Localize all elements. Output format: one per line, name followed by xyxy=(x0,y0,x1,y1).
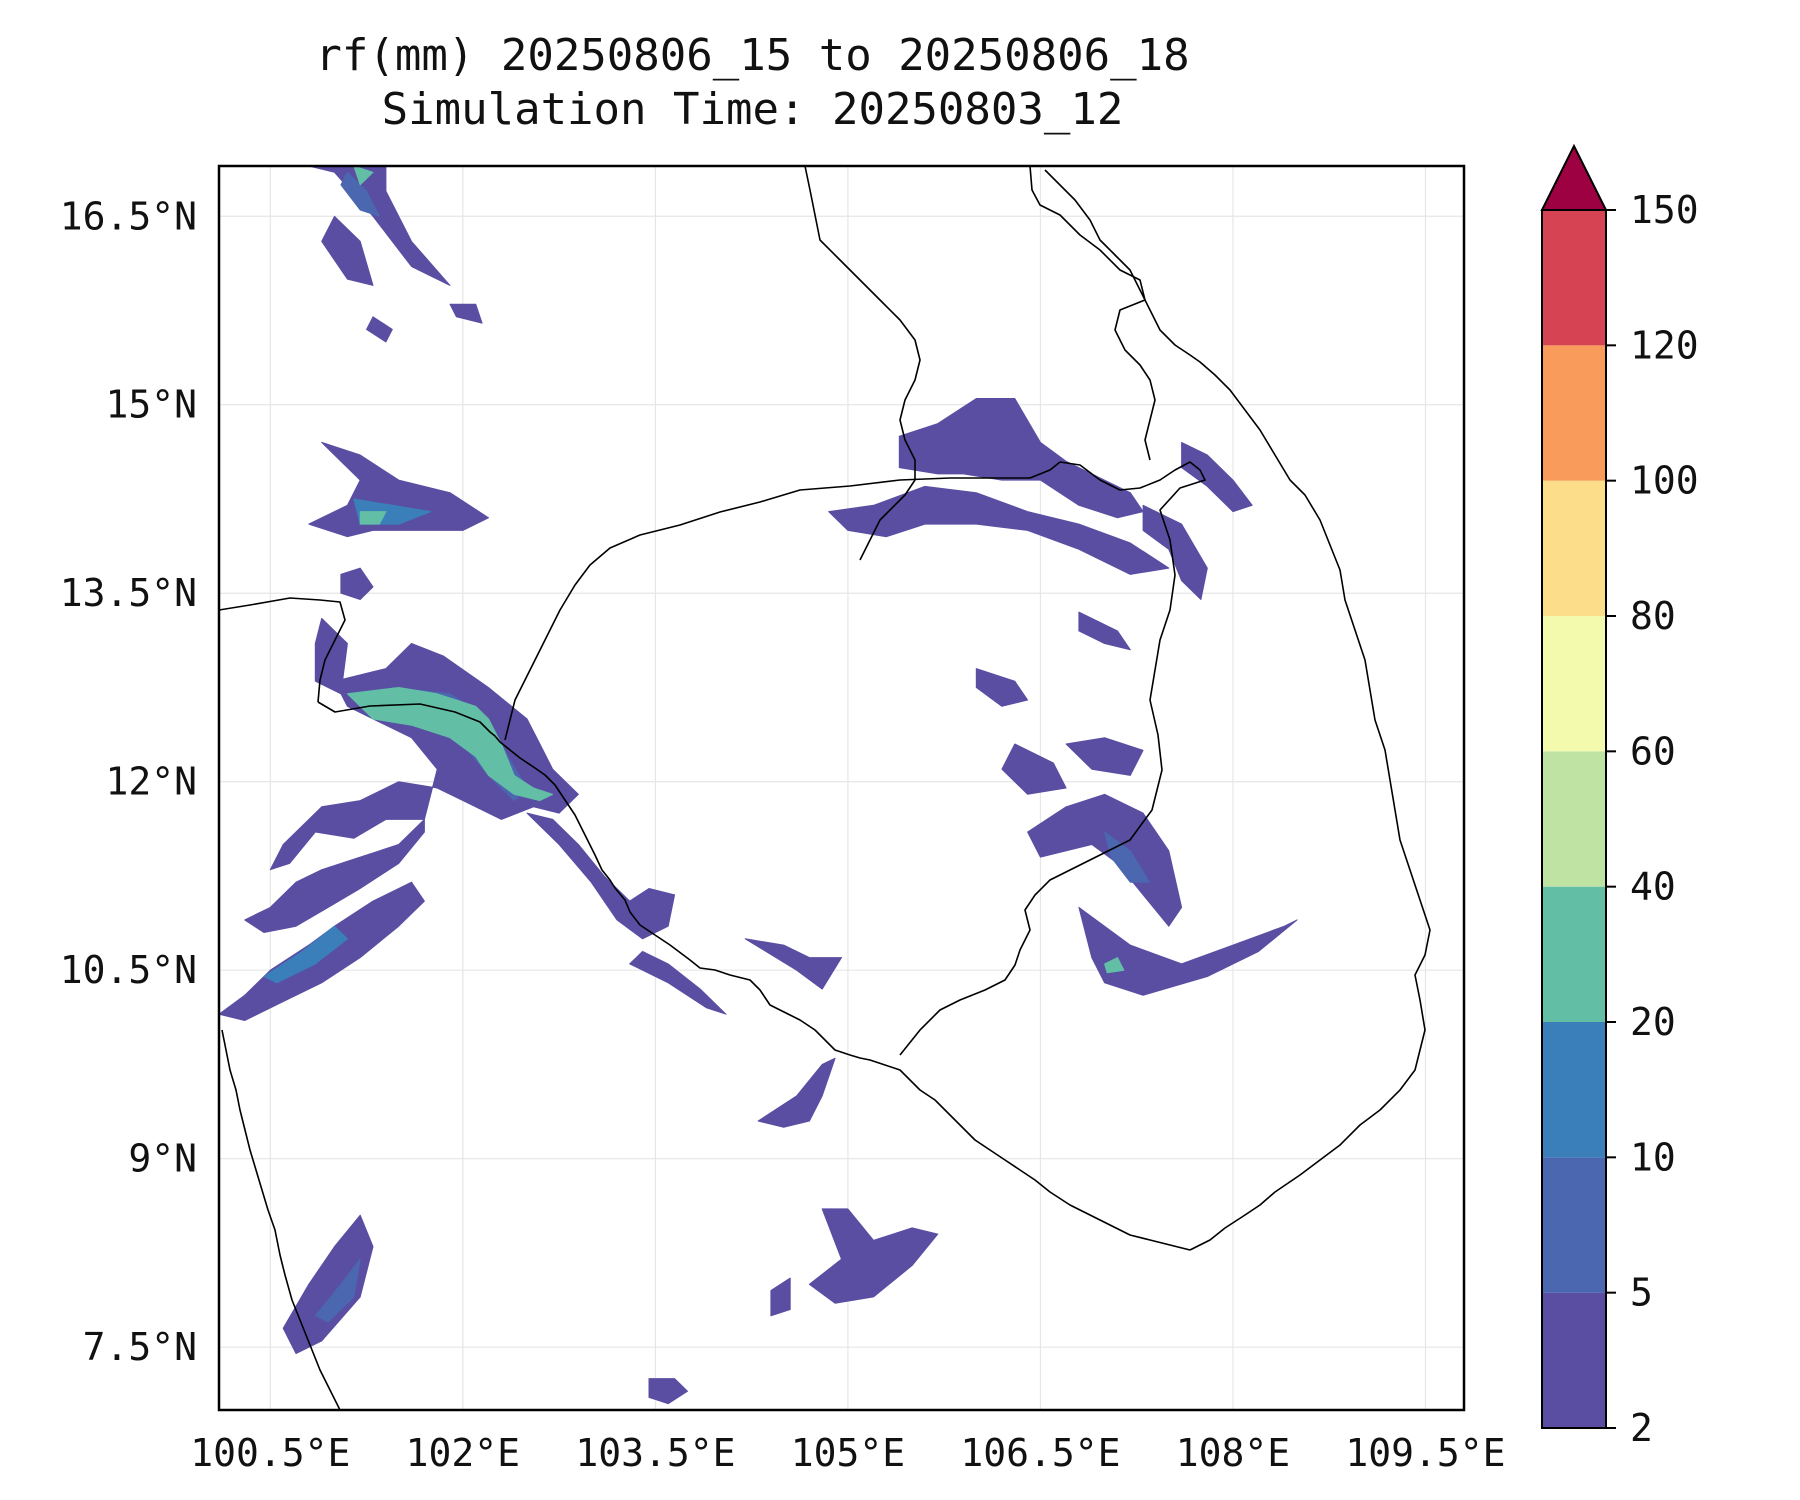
colorbar-segment xyxy=(1542,886,1606,1022)
rain-area xyxy=(366,316,393,343)
colorbar-segment xyxy=(1542,480,1606,616)
rain-area xyxy=(770,1277,791,1317)
colorbar-tick-label: 150 xyxy=(1630,188,1699,232)
border-thailand-cambodia xyxy=(504,461,1061,741)
lat-tick-label: 16.5°N xyxy=(60,194,197,238)
border-cambodia-laos-vietnam xyxy=(899,461,1206,1056)
rain-area xyxy=(353,166,374,186)
rain-area xyxy=(744,938,842,990)
gridlines xyxy=(219,166,1464,1410)
colorbar-extend-arrow xyxy=(1540,143,1608,211)
rain-area xyxy=(340,171,380,217)
lat-tick-label: 12°N xyxy=(105,760,197,804)
colorbar-tick-label: 10 xyxy=(1630,1135,1676,1179)
border-laos-thailand xyxy=(804,166,921,561)
border-thailand-myanmar xyxy=(219,597,346,703)
rainfall-contours xyxy=(219,166,1298,1405)
rain-area xyxy=(648,1378,688,1405)
lon-tick-label: 105°E xyxy=(791,1431,905,1475)
lat-tick-label: 15°N xyxy=(105,383,197,427)
rain-area xyxy=(340,567,374,600)
rain-area xyxy=(1181,441,1253,513)
lon-tick-label: 109.5°E xyxy=(1345,1431,1505,1475)
rain-area xyxy=(1065,737,1144,776)
rain-area xyxy=(314,1258,361,1323)
rain-area xyxy=(346,687,554,802)
rain-area xyxy=(1001,743,1067,795)
colorbar-tick-label: 40 xyxy=(1630,865,1676,909)
rain-area xyxy=(321,215,374,286)
lat-tick-label: 7.5°N xyxy=(83,1325,197,1369)
rain-area xyxy=(828,485,1170,575)
colorbar-segment xyxy=(1542,1292,1606,1428)
lat-tick-label: 13.5°N xyxy=(60,571,197,615)
rain-area xyxy=(1027,793,1183,927)
lon-tick-label: 106.5°E xyxy=(960,1431,1120,1475)
rain-area xyxy=(629,950,727,1015)
colorbar-segment xyxy=(1542,345,1606,481)
rain-area xyxy=(975,668,1029,707)
lon-tick-label: 103.5°E xyxy=(575,1431,735,1475)
latitude-axis: 7.5°N 9°N 10.5°N 12°N 13.5°N 15°N 16.5°N xyxy=(60,194,197,1369)
rain-area xyxy=(526,812,676,940)
rain-area xyxy=(359,511,387,525)
rain-area xyxy=(1104,831,1150,883)
rain-area xyxy=(449,303,483,324)
lat-tick-label: 10.5°N xyxy=(60,948,197,992)
rain-area xyxy=(244,818,425,933)
map-title: rf(mm) 20250806_15 to 20250806_18 xyxy=(315,30,1190,81)
rain-area xyxy=(808,1208,939,1304)
rain-area xyxy=(1078,906,1298,996)
coastline-gulf-of-thailand xyxy=(317,701,1191,1251)
rain-area xyxy=(263,925,348,984)
border-laos-vietnam xyxy=(1029,166,1156,461)
rain-area xyxy=(269,643,579,871)
colorbar-segment xyxy=(1542,210,1606,346)
lon-tick-label: 100.5°E xyxy=(190,1431,350,1475)
colorbar-tick-label: 2 xyxy=(1630,1406,1653,1450)
colorbar-tick-label: 80 xyxy=(1630,594,1676,638)
colorbar-tick-label: 20 xyxy=(1630,1000,1676,1044)
rain-area xyxy=(314,617,348,695)
colorbar-segment xyxy=(1542,1157,1606,1293)
colorbar-segment xyxy=(1542,616,1606,752)
colorbar: 2 5 10 20 40 60 80 100 120 150 xyxy=(1540,143,1699,1450)
map-frame xyxy=(217,164,1466,1412)
rain-area xyxy=(757,1057,836,1128)
rain-area xyxy=(1104,957,1125,974)
coastline-malay-peninsula xyxy=(221,1029,341,1410)
lat-tick-label: 9°N xyxy=(128,1137,197,1181)
coastline-vietnam xyxy=(1044,169,1431,1251)
colorbar-frame xyxy=(1541,209,1607,1429)
colorbar-tick-label: 5 xyxy=(1630,1271,1653,1315)
longitude-axis: 100.5°E 102°E 103.5°E 105°E 106.5°E 108°E 109.… xyxy=(190,1431,1505,1475)
rain-area xyxy=(282,1214,374,1354)
coastlines-and-borders xyxy=(219,166,1431,1410)
rain-area xyxy=(1078,611,1131,651)
colorbar-tick-label: 100 xyxy=(1630,459,1699,503)
colorbar-segment xyxy=(1542,1022,1606,1158)
rain-area xyxy=(308,441,489,538)
lon-tick-label: 102°E xyxy=(406,1431,520,1475)
rain-area xyxy=(1142,504,1208,600)
lon-tick-label: 108°E xyxy=(1176,1431,1290,1475)
map-subtitle: Simulation Time: 20250803_12 xyxy=(381,84,1124,135)
colorbar-segment xyxy=(1542,751,1606,887)
colorbar-tick-label: 60 xyxy=(1630,729,1676,773)
colorbar-tick-label: 120 xyxy=(1630,323,1699,367)
